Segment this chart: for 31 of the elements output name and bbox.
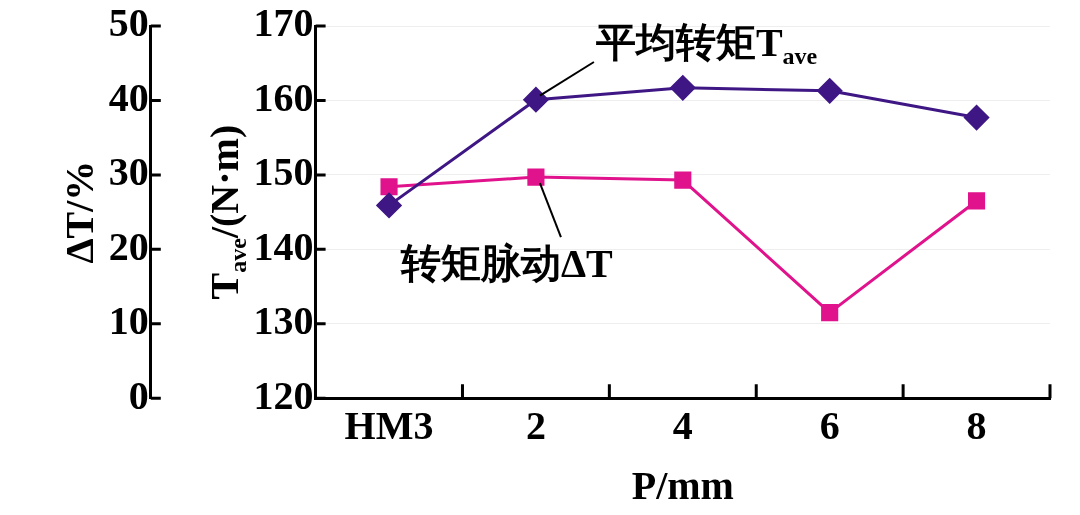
y-tick-label: 170: [253, 0, 314, 46]
point: [821, 304, 839, 322]
x-tick-label: 6: [819, 402, 840, 448]
point: [527, 168, 545, 186]
y-tick-label: 130: [253, 298, 314, 344]
y2-tick-label: 20: [108, 223, 149, 269]
y2-tick-label: 50: [108, 0, 149, 46]
x-tick-label: HM3: [344, 402, 434, 448]
point: [523, 87, 549, 113]
y-axis-title: Tave/(N·m): [201, 124, 251, 300]
y2-tick-label: 30: [108, 149, 149, 195]
y-tick-label: 140: [253, 223, 314, 269]
point: [376, 192, 402, 218]
y-tick-label: 160: [253, 74, 314, 120]
x-tick-label: 4: [672, 402, 693, 448]
point: [967, 192, 986, 210]
point: [817, 78, 843, 104]
series-label: 转矩脉动ΔT: [399, 241, 613, 287]
x-tick-label: 2: [525, 402, 546, 448]
y2-tick-label: 40: [108, 74, 149, 120]
x-axis-title: P/mm: [631, 463, 734, 509]
y-tick-label: 150: [253, 149, 314, 195]
point: [670, 75, 696, 101]
point: [964, 105, 990, 131]
y2-tick-label: 10: [108, 298, 149, 344]
y-tick-label: 120: [253, 372, 314, 418]
point: [674, 171, 692, 189]
y2-tick-label: 0: [128, 372, 149, 418]
x-tick-label: 8: [966, 402, 987, 448]
point: [380, 178, 398, 196]
y2-axis-title: ΔT/%: [57, 160, 103, 264]
